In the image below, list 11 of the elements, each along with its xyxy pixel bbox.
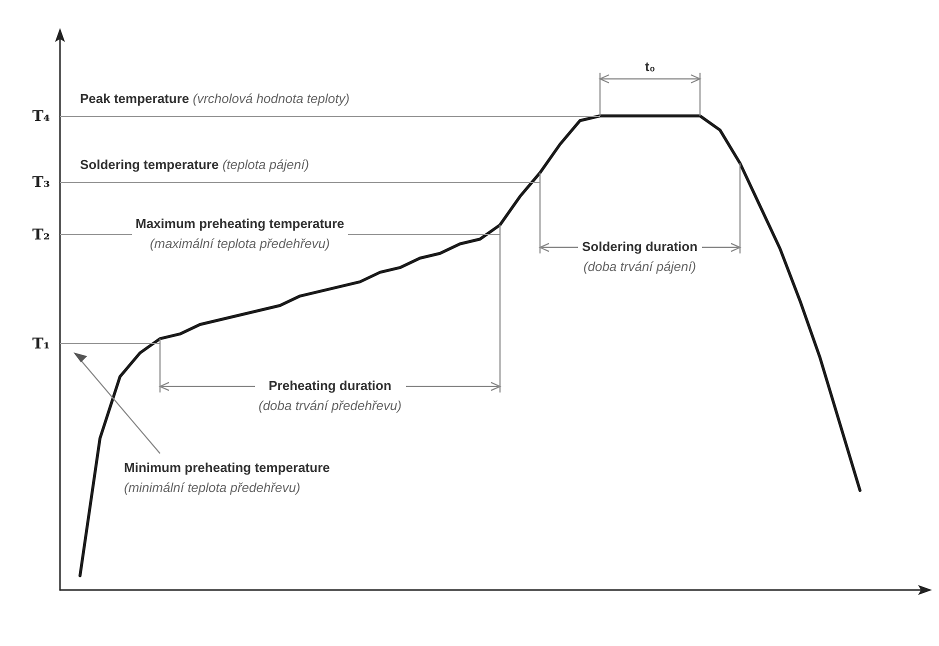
ref-line-label: T₂ bbox=[32, 225, 50, 244]
ref-line-label: T₃ bbox=[32, 173, 50, 192]
text: Peak temperature (vrcholová hodnota teploty) bbox=[80, 90, 350, 106]
text: t₀ bbox=[645, 58, 656, 74]
annotation: Minimum preheating temperature (minimální teplota předehřevu) bbox=[124, 460, 330, 496]
annotation: Soldering duration (doba trvání pájení) bbox=[582, 239, 698, 274]
annotation: Soldering temperature (teplota pájení) bbox=[80, 157, 310, 172]
annotation: Preheating duration (doba trvání předehřevu) bbox=[258, 378, 402, 414]
ref-line-label: T₁ bbox=[32, 334, 50, 352]
annotation: Maximum preheating temperature (maximální teplota předehřevu) bbox=[136, 216, 344, 252]
ref-line-label: T₄ bbox=[32, 106, 50, 125]
